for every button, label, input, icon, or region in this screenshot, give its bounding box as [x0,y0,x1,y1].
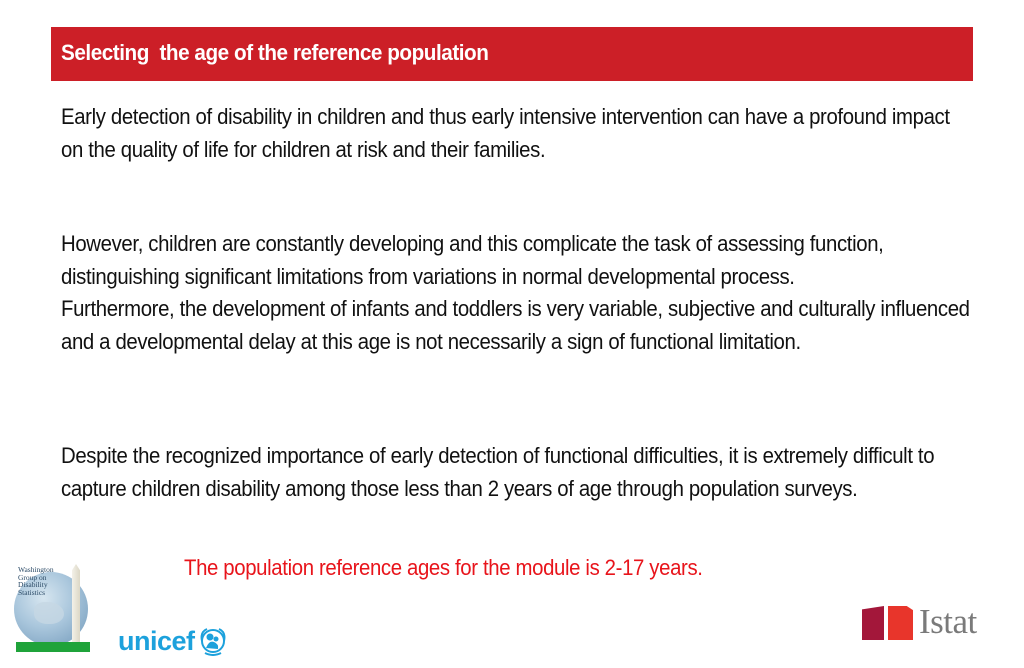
washington-group-logo: Washington Group on Disability Statistic… [14,562,90,654]
wg-line: Disability [18,580,48,589]
paragraph-developing: However, children are constantly develop… [61,228,981,358]
slide-title: Selecting the age of the reference popul… [61,40,489,65]
paragraph-text: However, children are constantly develop… [61,231,884,289]
unicef-emblem-icon [200,628,225,656]
istat-logo: Istat [862,598,977,640]
unicef-wordmark: unicef [118,625,195,656]
istat-wordmark: Istat [919,602,977,641]
paragraph-early-detection: Early detection of disability in childre… [61,101,981,166]
reference-age-statement: The population reference ages for the mo… [184,555,703,580]
unicef-logo: unicef [118,624,229,658]
istat-block-dark-icon [862,606,884,640]
wg-line: Washington [18,565,54,574]
istat-block-light-icon [888,606,913,640]
title-bar: Selecting the age of the reference popul… [51,27,973,81]
wg-line: Group on [18,572,47,582]
monument-icon [72,564,80,642]
landmass-shape [34,602,64,624]
paragraph-text: Despite the recognized importance of ear… [61,443,935,501]
paragraph-text: Early detection of disability in childre… [61,104,950,162]
paragraph-continuation: Furthermore, the development of infants … [61,296,970,354]
wg-line: Statistics [18,587,46,597]
ground-strip [16,642,90,652]
paragraph-despite: Despite the recognized importance of ear… [61,440,981,505]
washington-group-text: Washington Group on Disability Statistic… [18,566,54,596]
